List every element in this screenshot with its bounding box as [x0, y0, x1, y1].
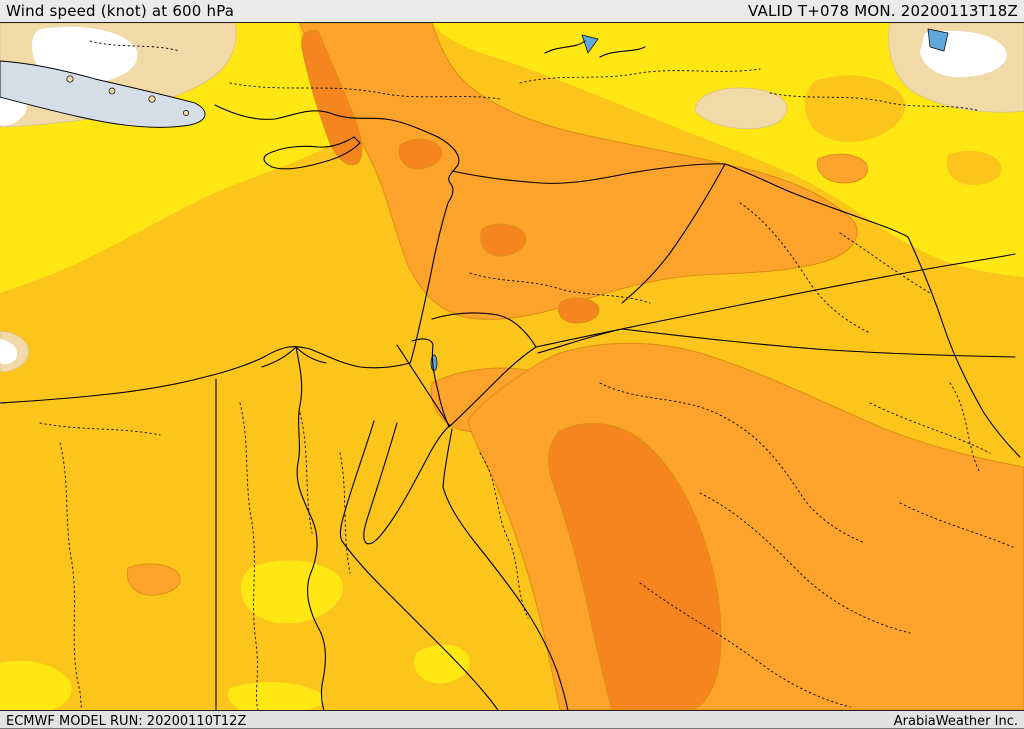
- brand-label: ArabiaWeather Inc.: [893, 713, 1018, 729]
- river-nile: [295, 346, 327, 710]
- contour-yellow-south-blob: [414, 644, 470, 684]
- contour-orange-southwest-spot: [126, 563, 181, 596]
- dotted-line-iraq-2: [839, 232, 931, 294]
- border-syria-jordan: [431, 312, 537, 348]
- border-turkey-syria-iraq: [451, 163, 909, 238]
- dotted-line-libya-2: [39, 422, 161, 436]
- border-jordan-saudi: [448, 346, 537, 428]
- coastline-north-turkey: [544, 40, 646, 58]
- contour-white-west-notch: [0, 339, 18, 365]
- dotted-line-iraq-1: [739, 202, 871, 334]
- contour-yellow-bottom-streak: [228, 681, 324, 710]
- contour-yellow-southwest-blob: [241, 560, 344, 624]
- model-run-label: ECMWF MODEL RUN: 20200110T12Z: [6, 713, 247, 729]
- contour-gold-patch-ne-1: [804, 75, 906, 142]
- map-title: Wind speed (knot) at 600 hPa: [6, 2, 235, 20]
- map-svg: [0, 23, 1024, 710]
- river-nile-delta: [261, 346, 327, 368]
- contour-deeporange-redsea-band: [548, 422, 722, 710]
- dotted-line-saudi-4: [639, 582, 851, 708]
- contour-orange-ne-streak: [816, 153, 869, 184]
- border-jordan-valley: [411, 338, 450, 428]
- contour-deeporange-north-band: [301, 29, 363, 166]
- border-iraq-saudi-south: [537, 328, 1016, 358]
- coastline-cyprus: [263, 136, 361, 170]
- coastline-sinai: [363, 422, 451, 545]
- contour-deeporange-syria-spot: [480, 223, 527, 257]
- dotted-line-libya-1: [59, 442, 83, 710]
- contour-yellow-bottomleft-corner: [0, 660, 72, 710]
- contour-orange-north-mass: [299, 23, 858, 320]
- dotted-line-syria: [469, 272, 651, 304]
- contour-deeporange-east-spot: [558, 297, 600, 324]
- aegean-island-2: [108, 87, 116, 95]
- contour-gold-patch-ne-2: [946, 150, 1002, 185]
- map-header-bar: Wind speed (knot) at 600 hPa VALID T+078…: [0, 0, 1024, 22]
- aegean-island-1: [66, 75, 74, 83]
- dotted-line-egypt-2: [299, 412, 351, 574]
- map-footer-bar: ECMWF MODEL RUN: 20200110T12Z ArabiaWeat…: [0, 711, 1024, 729]
- contour-cream-north-patch: [694, 87, 788, 130]
- coastline-mediterranean: [0, 104, 460, 404]
- valid-time-label: VALID T+078 MON. 20200113T18Z: [748, 2, 1018, 20]
- dotted-line-saudi-2: [699, 492, 911, 634]
- dotted-line-saudi-3: [869, 402, 1016, 549]
- aegean-island-3: [148, 95, 156, 103]
- lake-tuz: [581, 34, 599, 54]
- dotted-line-saudi-1: [599, 382, 866, 544]
- border-egypt-israel: [396, 344, 450, 426]
- dotted-line-greece: [89, 40, 181, 52]
- dotted-line-turkey-2: [519, 68, 761, 84]
- border-syria-iraq: [621, 163, 726, 304]
- dotted-line-east-1: [949, 382, 981, 474]
- dotted-line-turkey-1: [229, 82, 501, 100]
- lake-van: [927, 28, 949, 52]
- aegean-island-4: [183, 110, 189, 116]
- aegean-sea: [0, 60, 206, 128]
- coastline-egypt-redsea: [339, 420, 499, 710]
- map-area: [0, 22, 1024, 711]
- dotted-line-turkey-3: [769, 92, 981, 112]
- border-iran-iraq: [907, 236, 1021, 458]
- contour-deeporange-cyprus-east: [398, 138, 443, 170]
- coastline-arabia-redsea: [442, 428, 569, 710]
